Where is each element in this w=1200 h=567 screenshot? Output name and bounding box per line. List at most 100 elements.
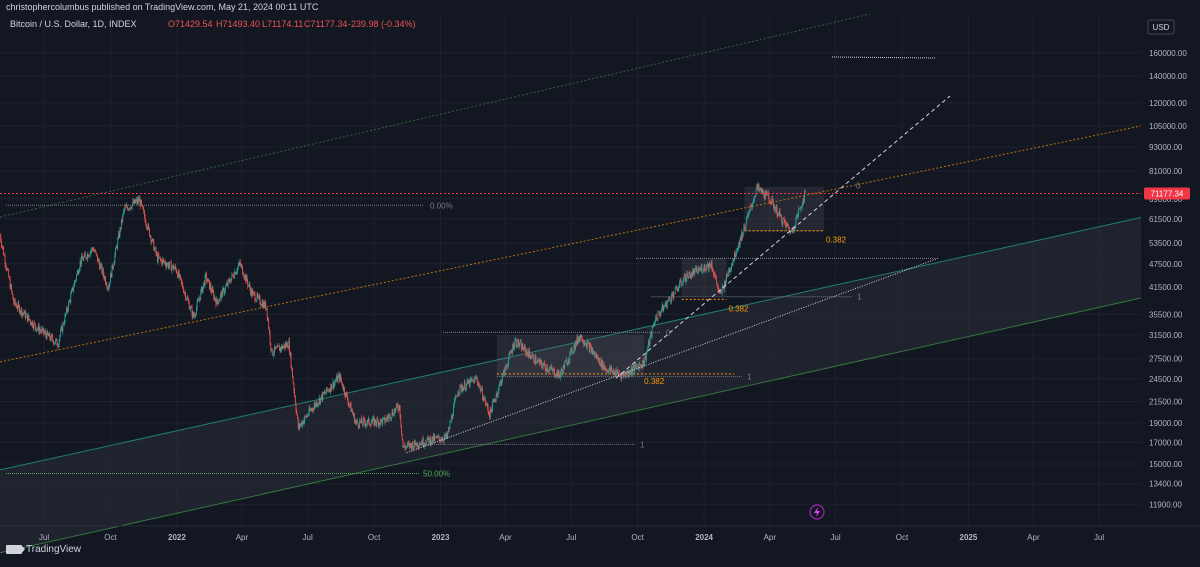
candle-body bbox=[447, 434, 448, 438]
candle-body bbox=[621, 374, 622, 379]
candle-body bbox=[724, 281, 725, 289]
candle-body bbox=[613, 370, 614, 374]
candle-body bbox=[11, 285, 12, 291]
candle-body bbox=[117, 239, 118, 248]
candle-body bbox=[701, 267, 702, 268]
candle-body bbox=[389, 414, 390, 416]
candle-body bbox=[219, 299, 220, 301]
tradingview-logo[interactable]: TradingView bbox=[6, 544, 81, 555]
candle-body bbox=[636, 365, 637, 366]
candle-body bbox=[208, 279, 209, 281]
candle-body bbox=[585, 344, 586, 345]
candle-body bbox=[260, 304, 261, 305]
candle-body bbox=[460, 385, 461, 386]
candle-body bbox=[707, 264, 708, 267]
candle-body bbox=[267, 308, 268, 318]
candle-body bbox=[344, 387, 345, 394]
candle-body bbox=[760, 188, 761, 189]
currency-badge[interactable]: USD bbox=[1148, 20, 1174, 34]
candle-body bbox=[611, 368, 612, 371]
candle-body bbox=[784, 219, 785, 221]
candle-body bbox=[780, 211, 781, 216]
candle-body bbox=[339, 374, 340, 380]
candle-body bbox=[34, 323, 35, 329]
ohlc-open: O71429.54 bbox=[168, 19, 213, 29]
candle-body bbox=[688, 277, 689, 278]
candle-body bbox=[296, 404, 297, 411]
candle-body bbox=[573, 351, 574, 352]
candle-body bbox=[748, 215, 749, 216]
candle-body bbox=[693, 271, 694, 272]
candle-body bbox=[69, 301, 70, 302]
candle-body bbox=[348, 404, 349, 405]
candle-body bbox=[482, 388, 483, 398]
candle-body bbox=[559, 370, 560, 374]
candle-body bbox=[331, 384, 332, 389]
candle-body bbox=[181, 278, 182, 282]
candle-body bbox=[561, 370, 562, 374]
candle-body bbox=[741, 237, 742, 240]
candle-body bbox=[733, 260, 734, 261]
candle-body bbox=[758, 185, 759, 188]
candle-body bbox=[91, 248, 92, 251]
candle-body bbox=[607, 369, 608, 371]
candle-body bbox=[470, 379, 471, 387]
candle-body bbox=[92, 248, 93, 249]
candle-body bbox=[418, 446, 419, 447]
candle-body bbox=[143, 209, 144, 211]
candle-body bbox=[55, 340, 56, 343]
candle-body bbox=[616, 370, 617, 373]
candle-body bbox=[83, 257, 84, 261]
candle-body bbox=[789, 227, 790, 230]
candle-body bbox=[771, 204, 772, 205]
candle-body bbox=[265, 302, 266, 307]
candle-body bbox=[552, 369, 553, 371]
x-tick-label: Jul bbox=[566, 533, 576, 542]
candle-body bbox=[754, 198, 755, 202]
candle-body bbox=[333, 382, 334, 387]
candle-body bbox=[791, 230, 792, 231]
candle-body bbox=[120, 228, 121, 229]
lightning-icon[interactable] bbox=[810, 505, 824, 519]
candle-body bbox=[612, 371, 613, 372]
candle-body bbox=[3, 248, 4, 255]
candle-body bbox=[313, 409, 314, 410]
candle-body bbox=[58, 345, 59, 347]
candle-body bbox=[414, 440, 415, 446]
ohlc-high: H71493.40 bbox=[216, 19, 260, 29]
candle-body bbox=[456, 396, 457, 397]
candle-body bbox=[8, 269, 9, 270]
candle-body bbox=[691, 275, 692, 279]
candle-body bbox=[32, 321, 33, 326]
candle-body bbox=[743, 226, 744, 233]
candle-body bbox=[494, 400, 495, 402]
candle-body bbox=[357, 420, 358, 423]
candle-body bbox=[403, 445, 404, 447]
candle-body bbox=[611, 368, 612, 372]
candle-body bbox=[770, 201, 771, 203]
candle-body bbox=[450, 422, 451, 429]
candle-body bbox=[486, 404, 487, 405]
candle-body bbox=[254, 292, 255, 293]
candle-body bbox=[673, 294, 674, 298]
candle-body bbox=[278, 346, 279, 347]
candle-body bbox=[332, 387, 333, 390]
candle-body bbox=[112, 265, 113, 277]
candle-body bbox=[515, 339, 516, 340]
candle-body bbox=[614, 371, 615, 374]
candle-body bbox=[119, 228, 120, 237]
candle-body bbox=[657, 313, 658, 320]
candle-body bbox=[184, 292, 185, 293]
candle-body bbox=[122, 214, 123, 221]
candle-body bbox=[491, 408, 492, 410]
candle-body bbox=[682, 285, 683, 286]
candle-body bbox=[285, 344, 286, 348]
candle-body bbox=[228, 280, 229, 286]
candle-body bbox=[283, 347, 284, 349]
candle-body bbox=[203, 286, 204, 292]
currency-label: USD bbox=[1153, 23, 1170, 32]
candle-body bbox=[209, 280, 210, 289]
x-tick-label: Jul bbox=[39, 533, 49, 542]
